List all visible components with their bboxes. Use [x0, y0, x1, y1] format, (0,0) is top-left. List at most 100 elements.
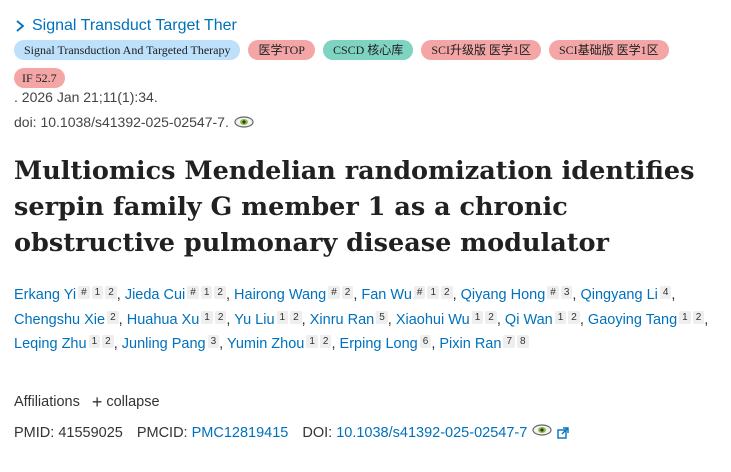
author-affiliation-marker[interactable]: 7 [503, 335, 515, 348]
citation-doi: doi: 10.1038/s41392-025-02547-7. [14, 114, 255, 130]
author-affiliation-marker[interactable]: 2 [341, 286, 354, 299]
author-affiliation-marker[interactable]: 1 [554, 310, 567, 324]
author-list: Erkang Yi #1 2, Jieda Cui #1 2, Hairong Wang… [14, 283, 719, 357]
citation-doi-text: doi: 10.1038/s41392-025-02547-7. [14, 114, 229, 130]
author-item: Pixin Ran 7 8 [439, 335, 529, 352]
author-separator: , [496, 311, 501, 328]
author-name[interactable]: Xinru Ran [309, 311, 375, 328]
author-affiliation-marker[interactable]: 2 [568, 310, 580, 324]
author-affiliation-marker[interactable]: 2 [290, 310, 302, 324]
author-item: Jieda Cui #1 2, [124, 286, 230, 303]
external-link-icon[interactable] [557, 427, 569, 439]
author-name[interactable]: Yu Liu [234, 311, 275, 328]
author-item: Gaoying Tang 1 2, [587, 310, 708, 328]
author-item: Fan Wu #1 2, [361, 286, 457, 303]
pmid-value: 41559025 [58, 425, 123, 441]
author-affiliation-marker[interactable]: 3 [560, 286, 573, 299]
author-name[interactable]: Qi Wan [504, 311, 553, 328]
author-affiliation-marker[interactable]: 1 [88, 335, 101, 348]
author-name[interactable]: Chengshu Xie [14, 311, 106, 328]
eye-icon[interactable] [233, 115, 255, 129]
author-name[interactable]: Fan Wu [361, 287, 412, 303]
author-name[interactable]: Gaoying Tang [587, 311, 678, 328]
pmcid-link[interactable]: PMC12819415 [191, 425, 289, 441]
author-affiliation-marker[interactable]: 5 [376, 310, 388, 324]
author-name[interactable]: Junling Pang [121, 336, 206, 352]
author-affiliation-marker[interactable]: 2 [319, 335, 332, 348]
author-name[interactable]: Leqing Zhu [14, 336, 87, 352]
author-item: Xinru Ran 5, [309, 310, 392, 328]
collapse-toggle[interactable]: collapse [106, 394, 160, 410]
author-name[interactable]: Yumin Zhou [226, 336, 305, 352]
author-affiliation-marker[interactable]: 3 [207, 335, 220, 348]
author-separator: , [219, 336, 224, 352]
author-affiliation-marker[interactable]: 2 [107, 310, 119, 324]
doi-link[interactable]: 10.1038/s41392-025-02547-7 [336, 425, 528, 441]
pmcid-label: PMCID: [136, 425, 188, 441]
author-affiliation-marker[interactable]: 1 [201, 310, 213, 324]
author-name[interactable]: Jieda Cui [124, 287, 186, 303]
author-separator: , [431, 336, 436, 352]
author-separator: , [118, 311, 123, 328]
author-affiliation-marker[interactable]: 6 [419, 335, 432, 348]
journal-link[interactable]: Signal Transduct Target Ther [14, 17, 237, 35]
author-affiliation-marker[interactable]: 2 [214, 286, 226, 299]
author-name[interactable]: Erping Long [339, 336, 418, 352]
author-item: Yumin Zhou 1 2, [226, 335, 336, 352]
author-affiliation-marker[interactable]: 2 [692, 310, 705, 324]
author-affiliation-marker[interactable]: 2 [214, 310, 227, 324]
author-affiliation-marker[interactable]: 1 [471, 310, 484, 324]
author-name[interactable]: Qiyang Hong [460, 287, 546, 303]
author-item: Yu Liu 1 2, [234, 310, 306, 328]
publication-date: . 2026 Jan 21;11(1):34. [14, 89, 158, 105]
author-name[interactable]: Huahua Xu [126, 311, 200, 328]
author-affiliation-marker[interactable]: 2 [105, 286, 117, 299]
author-item: Qiyang Hong #3, [460, 286, 577, 303]
author-name[interactable]: Pixin Ran [439, 336, 502, 352]
author-affiliation-marker[interactable]: 1 [306, 335, 318, 348]
journal-tags: Signal Transduction And Targeted Therapy… [14, 40, 724, 88]
author-affiliation-marker: # [547, 286, 559, 299]
author-separator: , [572, 287, 577, 303]
author-separator: , [226, 311, 231, 328]
author-affiliation-marker[interactable]: 1 [200, 286, 213, 299]
author-separator: , [387, 311, 392, 328]
author-affiliation-marker[interactable]: 8 [517, 335, 529, 348]
tag-impact-factor: IF 52.7 [14, 68, 65, 88]
author-name[interactable]: Hairong Wang [234, 287, 327, 303]
author-separator: , [579, 311, 584, 328]
tag-medicine-top: 医学TOP [248, 40, 315, 60]
author-affiliation-marker: # [413, 286, 426, 299]
author-name[interactable]: Qingyang Li [580, 287, 658, 303]
author-affiliation-marker: # [78, 286, 90, 299]
author-affiliation-marker[interactable]: 1 [276, 310, 289, 324]
author-item: Qi Wan 1 2, [504, 310, 584, 328]
author-item: Qingyang Li 4, [580, 286, 676, 303]
author-separator: , [225, 287, 230, 303]
author-separator: , [116, 287, 121, 303]
author-affiliation-marker[interactable]: 2 [485, 310, 497, 324]
author-name[interactable]: Xiaohui Wu [395, 311, 470, 328]
journal-name[interactable]: Signal Transduct Target Ther [32, 17, 237, 34]
tag-cscd: CSCD 核心库 [322, 40, 414, 60]
author-affiliation-marker[interactable]: 1 [91, 286, 104, 299]
chevron-right-icon [16, 20, 25, 32]
author-affiliation-marker[interactable]: 1 [427, 286, 440, 299]
plus-icon[interactable]: + [91, 392, 103, 412]
affiliations-row: Affiliations + collapse [14, 392, 160, 412]
author-affiliation-marker[interactable]: 2 [441, 286, 453, 299]
author-item: Leqing Zhu 1 2, [14, 335, 118, 352]
tag-sci-basic: SCI基础版 医学1区 [549, 40, 669, 60]
author-affiliation-marker: # [187, 286, 199, 299]
author-separator: , [671, 287, 676, 303]
author-item: Chengshu Xie 2, [14, 310, 123, 328]
author-separator: , [353, 287, 358, 303]
tag-sci-upgrade: SCI升级版 医学1区 [421, 40, 541, 60]
pmid-label: PMID: [14, 425, 55, 441]
eye-icon[interactable] [531, 423, 553, 437]
author-affiliation-marker[interactable]: 1 [679, 310, 691, 324]
author-affiliation-marker[interactable]: 2 [102, 335, 114, 348]
author-affiliation-marker[interactable]: 4 [659, 286, 672, 299]
tag-journal-fullname: Signal Transduction And Targeted Therapy [14, 40, 241, 60]
author-name[interactable]: Erkang Yi [14, 287, 77, 303]
